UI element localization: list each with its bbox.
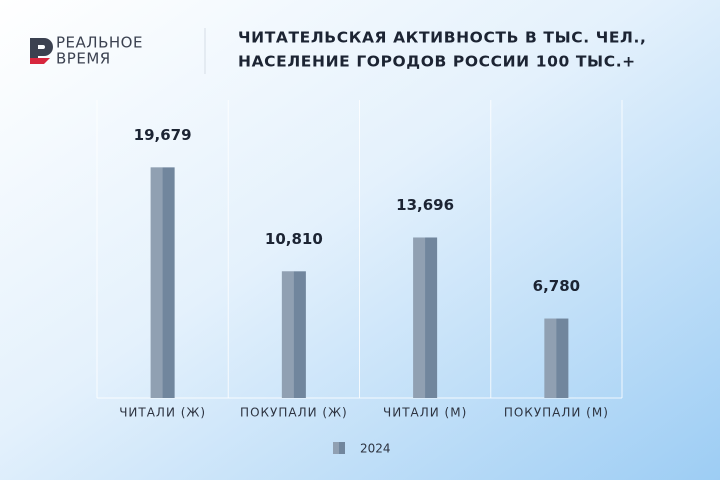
legend-swatch <box>333 442 345 454</box>
value-label: 6,780 <box>533 277 580 295</box>
bar <box>150 167 175 398</box>
legend-swatch-highlight <box>333 442 339 454</box>
bar <box>413 237 438 398</box>
logo-icon <box>30 38 53 64</box>
value-label: 13,696 <box>396 196 454 214</box>
bar <box>544 318 569 398</box>
bar-highlight <box>150 167 163 398</box>
logo-text: ВРЕМЯ <box>56 50 111 68</box>
x-tick-label: ЧИТАЛИ (М) <box>383 406 467 420</box>
bar-highlight <box>281 271 294 398</box>
bar-highlight <box>544 318 557 398</box>
x-tick-label: ПОКУПАЛИ (Ж) <box>240 406 348 420</box>
value-label: 19,679 <box>134 126 192 144</box>
x-tick-label: ПОКУПАЛИ (М) <box>504 406 609 420</box>
legend-label: 2024 <box>360 442 391 456</box>
chart-title: НАСЕЛЕНИЕ ГОРОДОВ РОССИИ 100 ТЫС.+ <box>238 53 636 71</box>
x-tick-label: ЧИТАЛИ (Ж) <box>119 406 206 420</box>
chart-title: ЧИТАТЕЛЬСКАЯ АКТИВНОСТЬ В ТЫС. ЧЕЛ., <box>238 29 647 47</box>
logo-text: РЕАЛЬНОЕ <box>56 34 143 52</box>
bar <box>281 271 306 398</box>
value-label: 10,810 <box>265 230 323 248</box>
bar-highlight <box>413 237 426 398</box>
